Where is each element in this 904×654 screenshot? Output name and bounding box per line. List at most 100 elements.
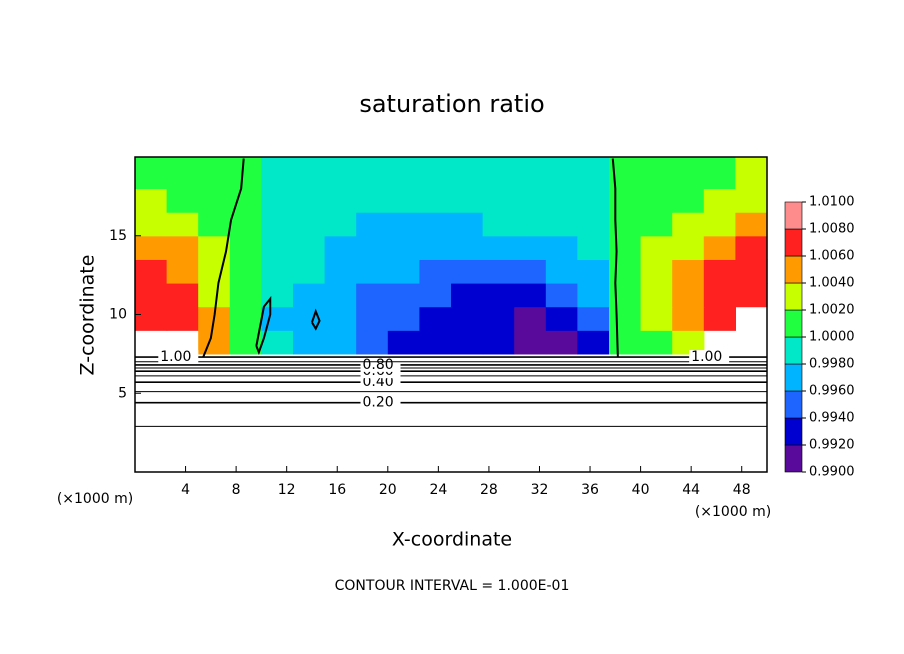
field-cell	[514, 157, 547, 190]
field-cell	[198, 330, 231, 355]
field-cell	[609, 212, 642, 237]
field-cell	[135, 259, 168, 284]
colorbar-swatch	[784, 390, 803, 419]
field-cell	[356, 212, 389, 237]
field-cell	[672, 306, 705, 331]
contour-label-bg	[360, 395, 401, 410]
field-cell	[703, 188, 736, 213]
x-tick-label: 48	[733, 482, 751, 498]
field-cell	[356, 157, 389, 190]
field-cell	[387, 306, 420, 331]
field-cell	[577, 259, 610, 284]
field-cell	[514, 330, 547, 355]
field-cell	[672, 283, 705, 308]
x-tick-label: 28	[480, 482, 498, 498]
field-cell	[324, 306, 357, 331]
contour-label: 0.40	[363, 374, 394, 390]
field-cell	[229, 157, 262, 190]
field-cell	[451, 157, 484, 190]
field-cell	[514, 283, 547, 308]
colorbar-label: 0.9920	[809, 438, 855, 453]
saturation-line	[255, 295, 272, 356]
field-cell	[293, 306, 326, 331]
x-tick-label: 12	[278, 482, 296, 498]
field-cell	[577, 306, 610, 331]
field-cell	[229, 283, 262, 308]
field-cell	[166, 235, 199, 260]
colorbar-label: 1.0100	[809, 195, 855, 210]
field-cell	[261, 157, 294, 190]
field-cell	[419, 259, 452, 284]
field-cell	[387, 235, 420, 260]
field-cell	[577, 330, 610, 355]
field-cell	[324, 283, 357, 308]
field-cell	[356, 188, 389, 213]
field-cell	[135, 188, 168, 213]
chart-title: saturation ratio	[359, 90, 544, 118]
field-cell	[419, 283, 452, 308]
field-cell	[735, 283, 768, 308]
colorbar-swatch	[784, 444, 803, 473]
field-cell	[735, 188, 768, 213]
field-cell	[640, 330, 673, 355]
colorbar-label: 1.0040	[809, 276, 855, 291]
field-cell	[609, 306, 642, 331]
field-cell	[324, 259, 357, 284]
field-cell	[482, 306, 515, 331]
colorbar-swatch	[784, 255, 803, 284]
field-cell	[166, 259, 199, 284]
field-cell	[356, 306, 389, 331]
field-cell	[609, 188, 642, 213]
field-cell	[545, 157, 578, 190]
field-cell	[387, 259, 420, 284]
x-tick-label: 16	[328, 482, 346, 498]
field-cell	[229, 306, 262, 331]
saturation-line	[611, 158, 619, 358]
field-cell	[609, 259, 642, 284]
colorbar-label: 1.0080	[809, 222, 855, 237]
field-cell	[324, 235, 357, 260]
field-cell	[135, 306, 168, 331]
field-cell	[672, 259, 705, 284]
contour-label-bg	[158, 350, 199, 365]
field-cell	[451, 212, 484, 237]
field-cell	[703, 157, 736, 190]
saturation-line	[202, 158, 245, 358]
field-cell	[135, 235, 168, 260]
field-cell	[577, 212, 610, 237]
y-tick-label: 5	[118, 385, 127, 401]
field-cell	[545, 235, 578, 260]
contour-label: 1.00	[160, 349, 191, 365]
field-cell	[198, 259, 231, 284]
field-cell	[703, 259, 736, 284]
x-tick-label: 24	[429, 482, 447, 498]
x-tick-label: 44	[682, 482, 700, 498]
colorbar-label: 0.9980	[809, 357, 855, 372]
field-cell	[735, 259, 768, 284]
field-cell	[135, 212, 168, 237]
field-cell	[324, 157, 357, 190]
colorbar-swatch	[784, 417, 803, 446]
field-cell	[293, 188, 326, 213]
field-cell	[672, 157, 705, 190]
field-cell	[672, 188, 705, 213]
field-cell	[545, 188, 578, 213]
field-cell	[577, 157, 610, 190]
field-cell	[577, 235, 610, 260]
field-cell	[640, 306, 673, 331]
field-cell	[166, 283, 199, 308]
field-cell	[293, 212, 326, 237]
field-cell	[198, 283, 231, 308]
field-cell	[514, 188, 547, 213]
field-cell	[324, 188, 357, 213]
field-cell	[387, 157, 420, 190]
colorbar-swatch	[784, 336, 803, 365]
field-cell	[672, 212, 705, 237]
field-cell	[166, 212, 199, 237]
colorbar-label: 0.9940	[809, 411, 855, 426]
field-cell	[735, 235, 768, 260]
colorbar-label: 1.0000	[809, 330, 855, 345]
field-cell	[451, 283, 484, 308]
field-cell	[229, 235, 262, 260]
